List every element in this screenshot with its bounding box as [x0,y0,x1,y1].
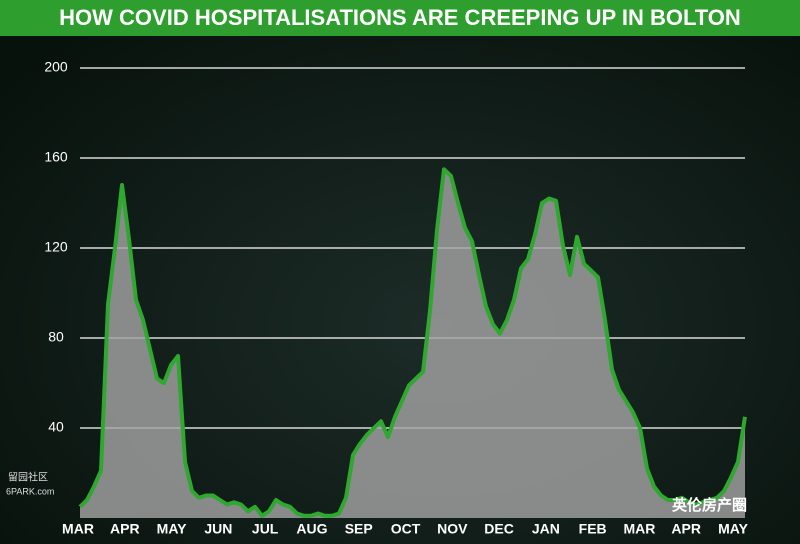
x-tick-label: JUN [204,521,232,537]
x-tick-label: AUG [296,521,327,537]
y-tick-label: 80 [48,329,64,345]
x-tick-label: NOV [437,521,468,537]
line [78,167,747,518]
x-tick-label: APR [110,521,140,537]
x-tick-label: SEP [345,521,373,537]
y-tick-label: 40 [48,419,64,435]
x-tick-label: DEC [484,521,514,537]
chart-title: HOW COVID HOSPITALISATIONS ARE CREEPING … [59,5,741,30]
y-tick-label: 120 [44,239,68,255]
y-tick-label: 160 [44,149,68,165]
x-tick-label: MAY [718,521,748,537]
y-tick-label: 200 [44,59,68,75]
watermark: 留园社区 [8,471,48,484]
x-tick-label: JAN [532,521,560,537]
x-tick-label: APR [671,521,701,537]
x-tick-label: MAR [62,521,94,537]
watermark: 英伦房产圈 [672,496,747,514]
watermark: 6PARK.com [6,486,54,496]
x-tick-label: OCT [391,521,421,537]
title-bar [0,0,800,36]
x-tick-label: MAY [157,521,187,537]
x-tick-label: FEB [579,521,607,537]
area [80,169,745,519]
x-tick-label: MAR [623,521,655,537]
x-tick-label: JUL [252,521,279,537]
